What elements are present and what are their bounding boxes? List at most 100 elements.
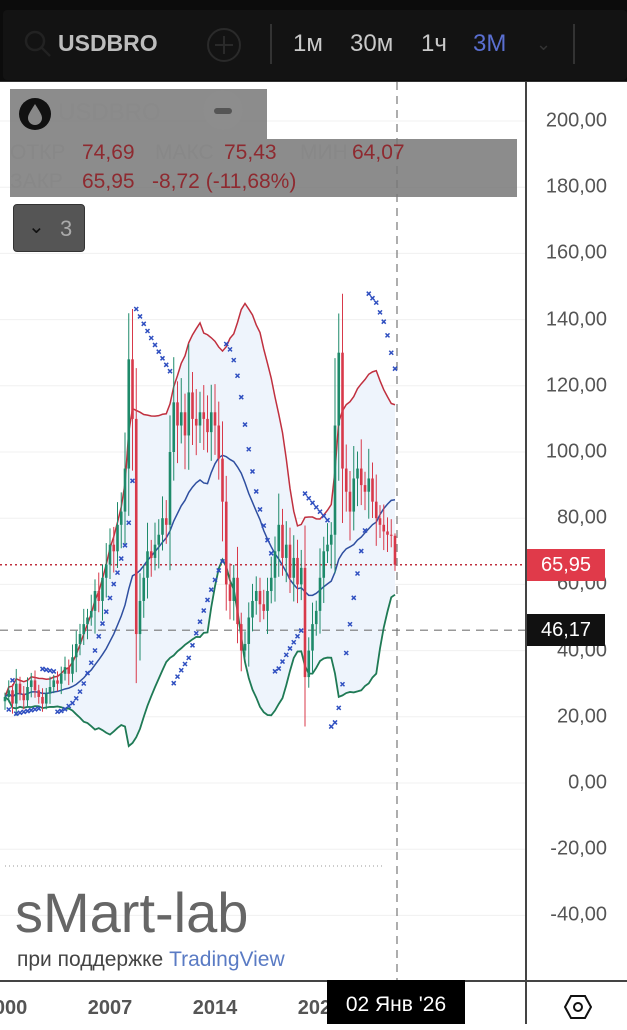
- sar-point: [351, 595, 357, 601]
- sar-point: [321, 513, 327, 519]
- sar-point: [159, 355, 166, 361]
- candle-body: [153, 544, 157, 558]
- sar-point: [171, 680, 177, 686]
- candle-body: [299, 567, 303, 585]
- sar-point: [174, 674, 181, 680]
- candle-body: [123, 468, 127, 512]
- candle-body: [303, 567, 307, 678]
- sar-point: [204, 597, 211, 603]
- chart-pane[interactable]: [0, 82, 525, 980]
- candle-body: [262, 604, 266, 611]
- candle-body: [78, 634, 82, 644]
- sar-point: [126, 520, 132, 526]
- sar-point: [212, 577, 218, 583]
- candle-body: [86, 617, 89, 625]
- price-tick: 180,00: [545, 175, 607, 198]
- sar-point: [238, 394, 244, 400]
- candle-body: [179, 412, 183, 426]
- candle-body: [112, 544, 116, 552]
- sar-point: [227, 346, 233, 352]
- candle-body: [292, 557, 296, 578]
- sar-point: [302, 491, 308, 497]
- sar-point: [347, 621, 353, 627]
- candle-body: [382, 524, 386, 532]
- candle-body: [266, 591, 269, 611]
- crosshair-price-label: 46,17: [527, 614, 605, 647]
- candle-body: [239, 624, 243, 651]
- symbol-button[interactable]: USDBRO: [58, 30, 158, 56]
- interval-1m[interactable]: 1м: [293, 30, 323, 57]
- bollinger-upper: [4, 302, 396, 698]
- sar-point: [354, 570, 361, 576]
- price-tick: -40,00: [550, 903, 607, 926]
- sar-point: [73, 695, 79, 701]
- candle-body: [56, 680, 59, 684]
- tradingview-link[interactable]: TradingView: [169, 948, 285, 971]
- chevron-down-icon[interactable]: ⌄: [536, 34, 552, 54]
- chart-canvas[interactable]: [0, 82, 525, 980]
- sar-point: [129, 478, 136, 484]
- candle-body: [52, 680, 56, 688]
- interval-3M[interactable]: 3М: [473, 30, 507, 57]
- candle-body: [33, 680, 37, 691]
- candle-body: [217, 425, 221, 459]
- candle-body: [194, 418, 198, 426]
- indicators-toggle-button[interactable]: ⌄ 3: [13, 204, 85, 252]
- candle-body: [344, 468, 348, 492]
- candle-body: [7, 690, 11, 697]
- sar-point: [152, 342, 158, 348]
- sar-point: [343, 650, 349, 656]
- time-tick: 2000: [0, 997, 28, 1019]
- legend-header: USDBRO: [10, 89, 267, 139]
- sar-point: [39, 666, 46, 672]
- sar-point: [208, 587, 214, 593]
- candle-body: [187, 392, 191, 436]
- interval-1h[interactable]: 1ч: [421, 30, 447, 57]
- price-scale[interactable]: 200,00 180,00 160,00 140,00 120,00 100,00 80,0…: [525, 82, 627, 980]
- sar-point: [219, 558, 226, 564]
- sar-point: [283, 652, 289, 658]
- sar-point: [167, 368, 173, 374]
- chart-settings-button[interactable]: [525, 980, 627, 1024]
- sar-point: [81, 680, 87, 687]
- sar-point: [92, 647, 98, 654]
- candle-body: [63, 667, 67, 674]
- candle-body: [314, 610, 318, 625]
- sar-point: [358, 548, 364, 554]
- add-symbol-icon[interactable]: [206, 27, 242, 63]
- candle-body: [243, 643, 247, 651]
- candle-body: [352, 478, 356, 512]
- sar-point: [309, 500, 316, 506]
- candle-body: [93, 591, 97, 611]
- price-tick: 80,00: [556, 506, 607, 529]
- low-label: МИН: [300, 141, 348, 164]
- candle-body: [108, 544, 112, 565]
- sar-point: [156, 349, 162, 355]
- price-tick: 140,00: [545, 308, 607, 331]
- hide-legend-button[interactable]: [203, 90, 243, 130]
- watermark-support[interactable]: при поддержке TradingView: [17, 948, 285, 972]
- sar-point: [118, 556, 124, 562]
- candle-body: [232, 577, 236, 601]
- sar-point: [216, 567, 222, 573]
- close-label: ЗАКР: [10, 170, 63, 193]
- sar-point: [339, 681, 346, 687]
- sar-point: [84, 670, 91, 676]
- interval-30m[interactable]: 30м: [350, 30, 394, 57]
- candle-body: [326, 544, 329, 552]
- sar-point: [264, 537, 271, 543]
- search-icon[interactable]: [24, 30, 52, 58]
- candle-body: [307, 650, 311, 678]
- price-tick: 120,00: [545, 374, 607, 397]
- candle-body: [149, 551, 153, 558]
- sar-point: [223, 341, 229, 347]
- candle-body: [356, 468, 359, 479]
- candle-body: [273, 551, 277, 578]
- sar-point: [141, 321, 147, 327]
- sar-point: [32, 706, 38, 712]
- sar-point: [313, 504, 319, 510]
- candle-body: [367, 478, 371, 492]
- candle-body: [254, 591, 258, 601]
- candle-body: [14, 683, 18, 704]
- sar-point: [377, 309, 383, 315]
